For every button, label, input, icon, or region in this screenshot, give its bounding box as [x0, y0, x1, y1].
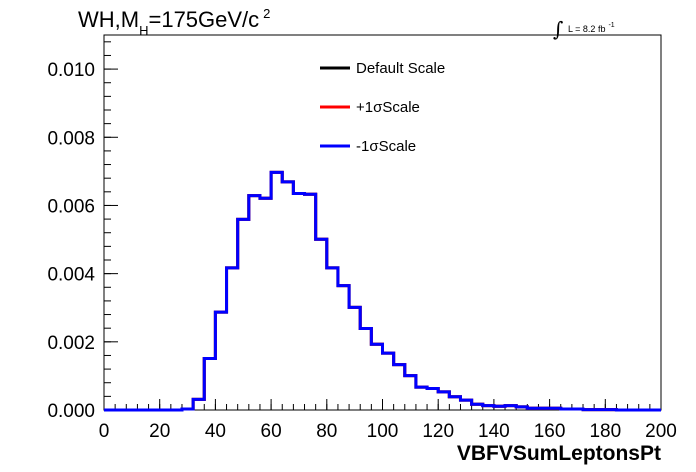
chart-title: WH,MH=175GeV/c 2: [78, 6, 270, 38]
histogram-series-default-scale: [104, 170, 661, 412]
legend: Default Scale +1σScale -1σScale: [320, 60, 445, 155]
y-tick-label: 0.010: [47, 60, 95, 81]
x-tick-label: 0: [99, 421, 110, 442]
legend-label-default: Default Scale: [356, 60, 445, 77]
x-tick-label: 40: [205, 421, 226, 442]
x-tick-label: 140: [478, 421, 510, 442]
legend-label-plus1sigma: +1σScale: [356, 99, 420, 116]
legend-label-minus1sigma: -1σScale: [356, 138, 416, 155]
y-tick-label: 0.008: [47, 128, 95, 149]
y-tick-label: 0.006: [47, 196, 95, 217]
y-tick-label: 0.000: [47, 401, 95, 422]
luminosity-text: L = 8.2 fb -1: [568, 22, 615, 34]
x-tick-label: 200: [645, 421, 677, 442]
histogram-series--1-scale: [104, 170, 661, 412]
luminosity-value: L = 8.2 fb: [568, 24, 605, 34]
title-main: WH,M: [78, 7, 139, 32]
x-tick-label: 120: [422, 421, 454, 442]
title-rest: =175GeV/c: [148, 7, 259, 32]
x-tick-label: 60: [261, 421, 282, 442]
y-tick-label: 0.002: [47, 333, 95, 354]
y-axis: 0.000 0.002 0.004 0.006 0.008 0.010: [47, 41, 118, 422]
title-superscript: 2: [263, 6, 270, 21]
x-tick-label: 180: [589, 421, 621, 442]
x-tick-label: 80: [316, 421, 337, 442]
histogram-series--1-scale: [104, 170, 661, 412]
x-axis: 0 20 40 60 80 100 120 140 160 180 200: [99, 399, 677, 442]
x-tick-label: 100: [367, 421, 399, 442]
x-tick-label: 20: [149, 421, 170, 442]
luminosity-label: ∫ L = 8.2 fb -1: [553, 17, 615, 41]
x-tick-label: 160: [534, 421, 566, 442]
series-layer: [104, 170, 661, 412]
title-subscript: H: [139, 23, 148, 38]
luminosity-superscript: -1: [608, 22, 614, 29]
integral-icon: ∫: [553, 17, 563, 41]
x-axis-title: VBFVSumLeptonsPt: [457, 442, 661, 465]
y-tick-label: 0.004: [47, 265, 95, 286]
